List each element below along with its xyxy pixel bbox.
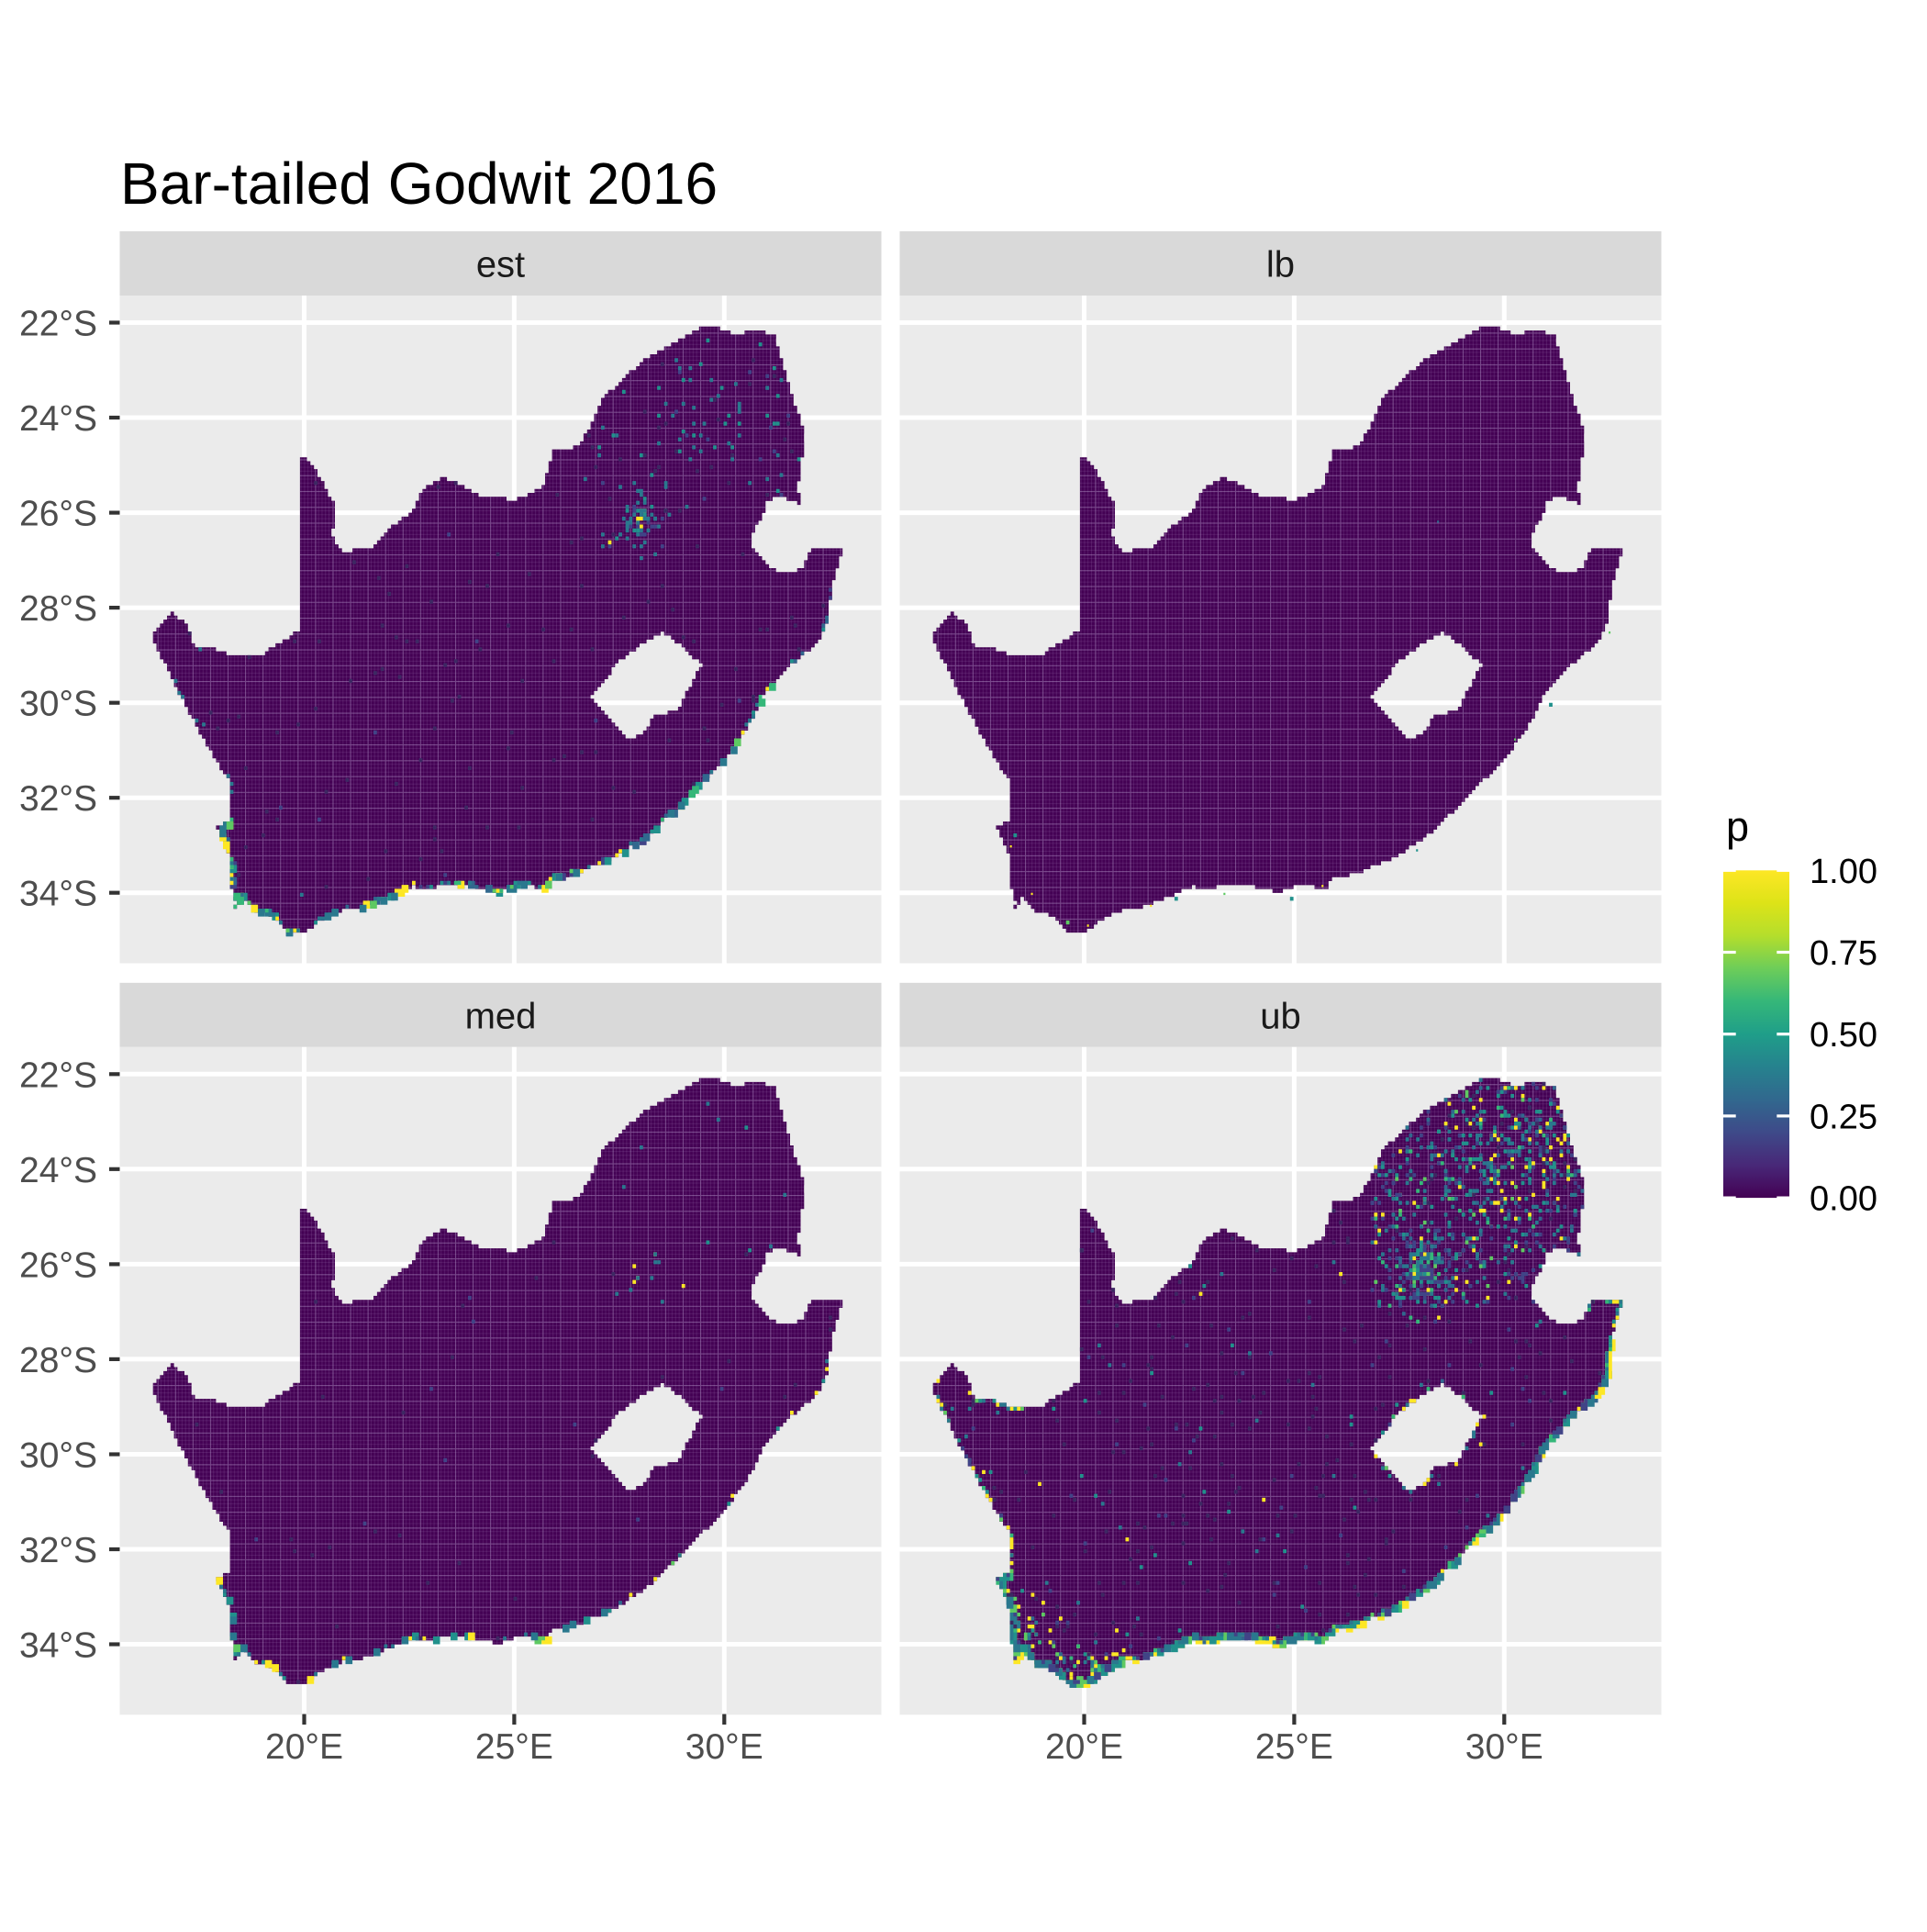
svg-text:24°S: 24°S <box>19 1151 97 1190</box>
svg-text:22°S: 22°S <box>19 305 97 344</box>
svg-text:26°S: 26°S <box>19 1245 97 1285</box>
svg-text:25°E: 25°E <box>1255 1727 1333 1767</box>
svg-text:26°S: 26°S <box>19 495 97 534</box>
svg-text:34°S: 34°S <box>19 1626 97 1666</box>
svg-text:Bar-tailed Godwit 2016: Bar-tailed Godwit 2016 <box>120 151 718 217</box>
svg-text:25°E: 25°E <box>475 1727 553 1767</box>
svg-text:med: med <box>465 996 537 1036</box>
svg-text:ub: ub <box>1260 996 1301 1036</box>
svg-text:0.00: 0.00 <box>1810 1180 1877 1219</box>
svg-text:0.50: 0.50 <box>1810 1016 1877 1055</box>
svg-text:0.75: 0.75 <box>1810 934 1877 973</box>
svg-text:0.25: 0.25 <box>1810 1098 1877 1136</box>
svg-text:est: est <box>476 245 525 285</box>
svg-text:20°E: 20°E <box>265 1727 343 1767</box>
svg-text:28°S: 28°S <box>19 1341 97 1380</box>
svg-text:30°E: 30°E <box>1465 1727 1543 1767</box>
svg-text:24°S: 24°S <box>19 399 97 439</box>
svg-text:p: p <box>1726 803 1749 850</box>
svg-text:20°E: 20°E <box>1045 1727 1123 1767</box>
svg-text:1.00: 1.00 <box>1810 853 1877 891</box>
svg-text:34°S: 34°S <box>19 875 97 914</box>
svg-text:30°S: 30°S <box>19 1436 97 1476</box>
svg-text:lb: lb <box>1266 245 1295 285</box>
svg-text:22°S: 22°S <box>19 1055 97 1095</box>
svg-text:32°S: 32°S <box>19 1531 97 1570</box>
svg-text:30°E: 30°E <box>685 1727 763 1767</box>
svg-text:28°S: 28°S <box>19 589 97 629</box>
svg-text:32°S: 32°S <box>19 779 97 819</box>
svg-text:30°S: 30°S <box>19 685 97 724</box>
